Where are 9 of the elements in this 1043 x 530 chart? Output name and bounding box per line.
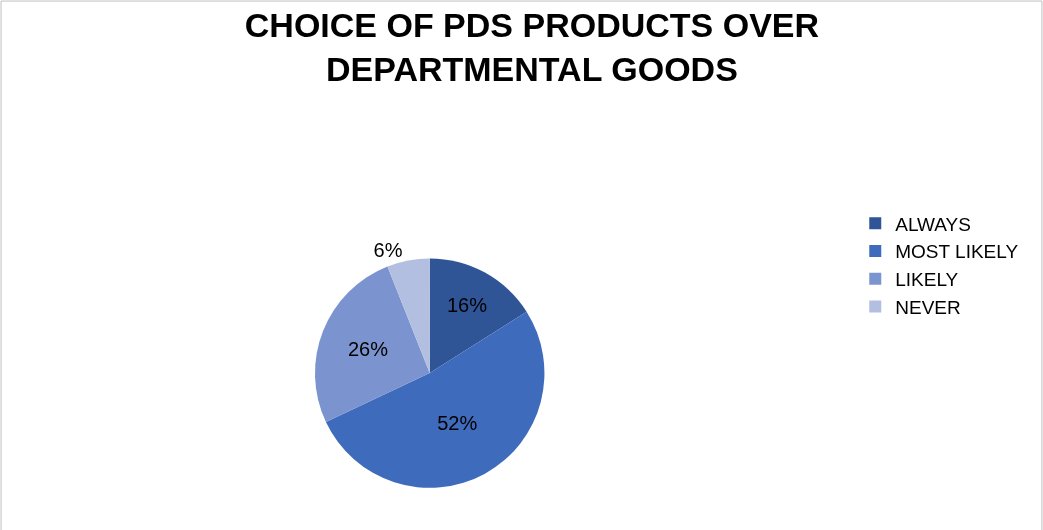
data-label: 52% — [437, 412, 478, 435]
data-label: 26% — [347, 337, 389, 360]
data-label: 16% — [446, 294, 488, 317]
legend-label: ALWAYS — [895, 213, 971, 235]
data-label: 6% — [373, 238, 403, 261]
legend-label: NEVER — [895, 296, 961, 318]
chart-title: CHOICE OF PDS PRODUCTS OVER DEPARTMENTAL GOODS — [244, 6, 820, 89]
legend-label: LIKELY — [895, 269, 959, 291]
legend-label: MOST LIKELY — [895, 241, 1019, 263]
